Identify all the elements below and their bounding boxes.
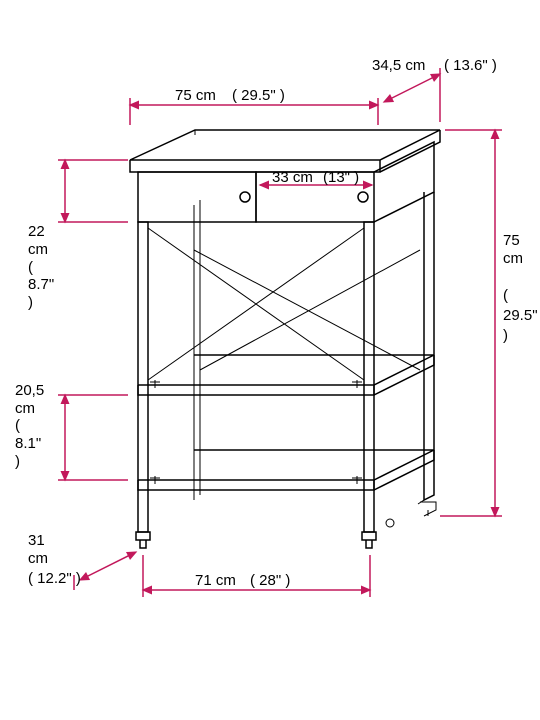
svg-text:): ) xyxy=(503,327,508,344)
svg-text:29.5": 29.5" xyxy=(503,307,538,324)
svg-text:(: ( xyxy=(28,259,33,276)
svg-text:cm: cm xyxy=(503,250,523,267)
dim-width-top: 75 cm xyxy=(175,87,216,104)
dim-drawer-height: 22 xyxy=(28,223,45,240)
dim-height: 75 xyxy=(503,232,520,249)
svg-text:8.1": 8.1" xyxy=(15,435,41,452)
svg-text:( 29.5" ): ( 29.5" ) xyxy=(232,87,285,104)
furniture-drawing xyxy=(130,130,440,548)
dim-shelf-gap: 20,5 xyxy=(15,382,44,399)
svg-text:): ) xyxy=(15,453,20,470)
dim-drawer-width: 33 cm xyxy=(272,169,313,186)
svg-text:( 13.6" ): ( 13.6" ) xyxy=(444,57,497,74)
svg-text:(13" ): (13" ) xyxy=(323,169,359,186)
svg-text:cm: cm xyxy=(28,241,48,258)
svg-text:cm: cm xyxy=(15,400,35,417)
svg-text:8.7": 8.7" xyxy=(28,276,54,293)
dim-width-bottom: 71 cm xyxy=(195,572,236,589)
svg-text:): ) xyxy=(28,294,33,311)
dimension-annotations: 75 cm ( 29.5" ) 34,5 cm ( 13.6" ) 33 cm … xyxy=(15,57,538,597)
dimension-diagram: 75 cm ( 29.5" ) 34,5 cm ( 13.6" ) 33 cm … xyxy=(0,0,540,720)
dim-depth-bottom: 31 xyxy=(28,532,45,549)
svg-text:(: ( xyxy=(15,417,20,434)
dim-depth-top: 34,5 cm xyxy=(372,57,425,74)
svg-text:(: ( xyxy=(503,287,508,304)
svg-text:( 12.2" ): ( 12.2" ) xyxy=(28,570,81,587)
svg-text:cm: cm xyxy=(28,550,48,567)
svg-text:( 28" ): ( 28" ) xyxy=(250,572,290,589)
